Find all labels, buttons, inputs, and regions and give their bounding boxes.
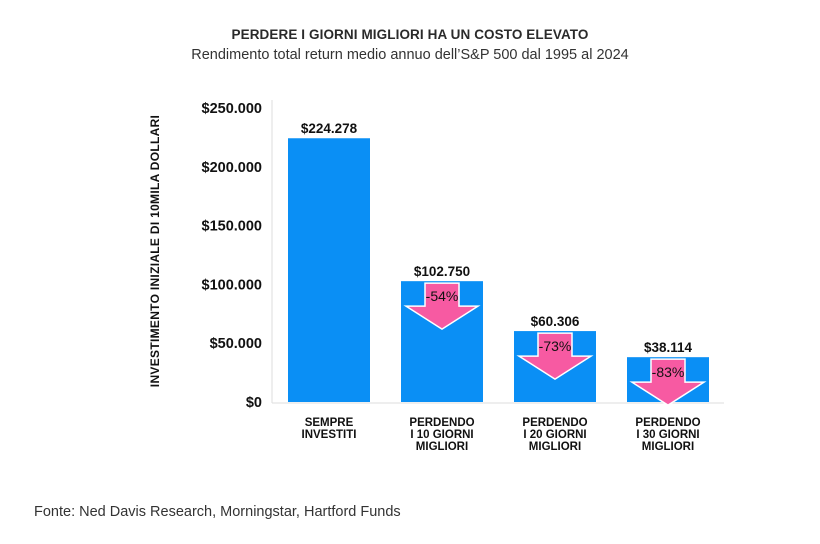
y-tick-label: $100.000 <box>202 277 262 293</box>
bar-value-label: $224.278 <box>301 121 358 136</box>
x-tick-label: I 20 GIORNI <box>523 429 586 441</box>
x-tick-label: MIGLIORI <box>642 441 694 453</box>
percent-change-label: -54% <box>426 288 459 304</box>
down-arrow-icon <box>629 358 707 407</box>
x-tick-label: INVESTITI <box>302 429 357 441</box>
x-tick-label: PERDENDO <box>635 417 700 429</box>
percent-change-label: -83% <box>652 364 685 380</box>
bar-value-label: $60.306 <box>531 314 580 329</box>
y-axis-label: INVESTIMENTO INIZIALE DI 10MILA DOLLARI <box>148 115 162 387</box>
x-tick-label: MIGLIORI <box>416 441 468 453</box>
x-tick-label: SEMPRE <box>305 417 354 429</box>
chart-subtitle: Rendimento total return medio annuo dell… <box>191 47 629 63</box>
down-arrow-icon <box>403 282 481 331</box>
x-tick-label: PERDENDO <box>409 417 474 429</box>
bar-value-label: $38.114 <box>644 340 693 355</box>
x-tick-label: MIGLIORI <box>529 441 581 453</box>
bar-chart: INVESTIMENTO INIZIALE DI 10MILA DOLLARI … <box>148 100 724 453</box>
y-tick-label: $250.000 <box>202 101 262 117</box>
chart-title: PERDERE I GIORNI MIGLIORI HA UN COSTO EL… <box>231 27 589 42</box>
down-arrow-icon <box>516 332 594 380</box>
x-tick-label: PERDENDO <box>522 417 587 429</box>
bar-1 <box>288 138 370 402</box>
bar-value-label: $102.750 <box>414 264 470 279</box>
y-tick-label: $50.000 <box>210 336 262 352</box>
y-tick-label: $0 <box>246 395 262 411</box>
x-tick-label: I 10 GIORNI <box>410 429 473 441</box>
y-tick-label: $150.000 <box>202 219 262 235</box>
source-note: Fonte: Ned Davis Research, Morningstar, … <box>34 504 401 520</box>
x-tick-label: I 30 GIORNI <box>636 429 699 441</box>
percent-change-label: -73% <box>539 338 572 354</box>
y-tick-label: $200.000 <box>202 160 262 176</box>
